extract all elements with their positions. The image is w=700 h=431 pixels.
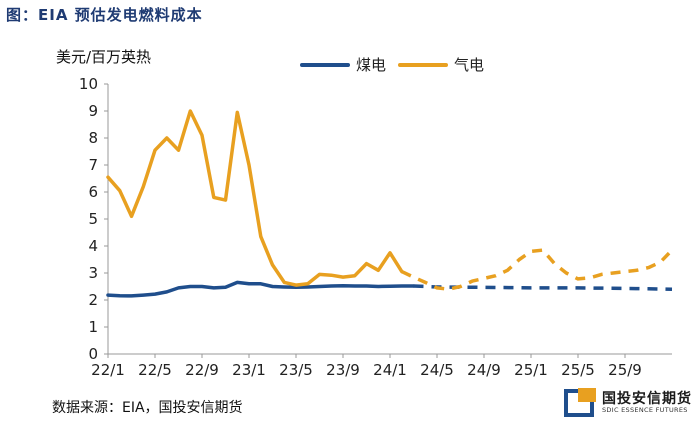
y-tick-label: 1 (88, 318, 98, 336)
x-tick-label: 22/1 (91, 361, 125, 379)
logo-name-cn: 国投安信期货 (602, 390, 692, 407)
legend-label-gas: 气电 (454, 56, 485, 74)
x-tick-label: 22/9 (185, 361, 219, 379)
y-tick-label: 9 (88, 102, 98, 120)
legend-item-coal: 煤电 (300, 54, 386, 75)
legend-item-gas: 气电 (398, 54, 484, 75)
logo-mark-icon (564, 388, 596, 418)
y-tick-label: 5 (88, 210, 98, 228)
data-source-note: 数据来源：EIA，国投安信期货 (52, 400, 243, 416)
x-tick-label: 23/1 (232, 361, 266, 379)
legend-swatch-coal (300, 62, 350, 67)
y-axis-label: 美元/百万英热 (56, 48, 152, 66)
x-tick-label: 24/9 (467, 361, 501, 379)
series-line-气电预测 (401, 248, 674, 291)
x-tick-label: 22/5 (138, 361, 172, 379)
y-tick-label: 10 (79, 75, 98, 93)
x-tick-label: 25/5 (561, 361, 595, 379)
y-tick-label: 8 (88, 129, 98, 147)
company-logo: 国投安信期货 SDIC ESSENCE FUTURES (564, 388, 692, 418)
chart-axes: 0 1 2 3 4 5 6 7 8 9 10 22/1 22/5 22/9 23/1 23/5 23/9 24/1… (79, 75, 672, 379)
x-tick-label: 23/5 (279, 361, 313, 379)
series-line-气电 (106, 109, 404, 287)
y-tick-label: 0 (88, 345, 98, 363)
x-tick-label: 24/1 (373, 361, 407, 379)
y-tick-label: 7 (88, 156, 98, 174)
legend-swatch-gas (398, 62, 449, 67)
y-tick-label: 3 (88, 264, 98, 282)
y-tick-label: 6 (88, 183, 98, 201)
x-tick-label: 25/1 (514, 361, 548, 379)
y-tick-label: 2 (88, 291, 98, 309)
figure-title: 图：EIA 预估发电燃料成本 (6, 6, 203, 24)
chart-series (106, 109, 674, 298)
y-tick-label: 4 (88, 237, 98, 255)
legend-label-coal: 煤电 (356, 56, 387, 74)
x-tick-label: 24/5 (420, 361, 454, 379)
x-tick-label: 25/9 (608, 361, 642, 379)
series-line-煤电 (106, 280, 416, 298)
x-tick-label: 23/9 (326, 361, 360, 379)
logo-name-en: SDIC ESSENCE FUTURES (602, 406, 688, 415)
chart-legend: 煤电 气电 (300, 54, 484, 75)
